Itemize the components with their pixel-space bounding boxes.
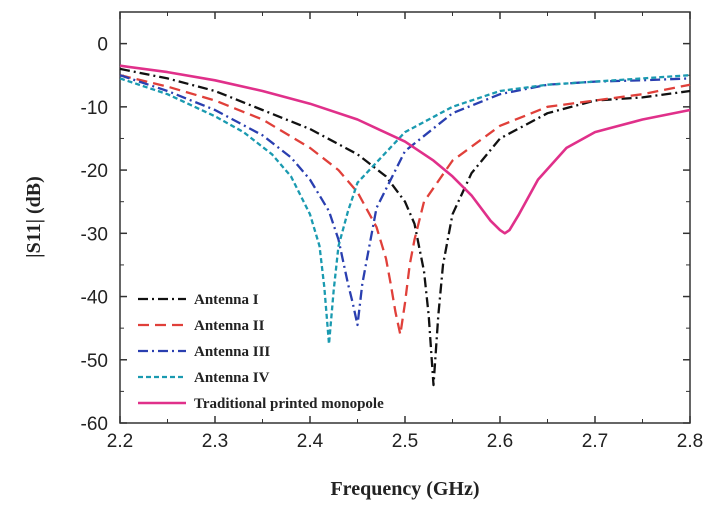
- tick-labels: 2.2 2.3 2.4 2.5 2.6 2.7 2.8 0 -10 -20 -30 -40 -50 -60: [81, 35, 704, 452]
- series-lines: [119, 64, 691, 387]
- legend-label: Antenna III: [194, 344, 270, 360]
- legend-label: Traditional printed monopole: [194, 396, 384, 412]
- x-tick-label: 2.4: [297, 431, 324, 452]
- y-tick-label: -40: [81, 288, 108, 309]
- x-tick-label: 2.8: [677, 431, 703, 452]
- legend-label: Antenna I: [194, 292, 259, 308]
- legend: Antenna I Antenna II Antenna III Antenna IV…: [138, 292, 384, 412]
- y-tick-label: -20: [81, 161, 108, 182]
- legend-label: Antenna II: [194, 318, 265, 334]
- series-line-4: [119, 74, 691, 346]
- y-tick-label: -50: [81, 351, 108, 372]
- y-tick-label: 0: [97, 35, 108, 56]
- x-tick-label: 2.6: [487, 431, 513, 452]
- x-tick-label: 2.3: [202, 431, 228, 452]
- series-line-1: [119, 67, 691, 387]
- x-tick-label: 2.5: [392, 431, 418, 452]
- x-tick-label: 2.2: [107, 431, 133, 452]
- series-line-2: [119, 74, 691, 336]
- axis-ticks: [119, 11, 691, 424]
- legend-label: Antenna IV: [194, 370, 270, 386]
- y-tick-label: -60: [81, 414, 108, 435]
- x-axis-title: Frequency (GHz): [330, 478, 479, 500]
- x-tick-label: 2.7: [582, 431, 608, 452]
- series-line-3: [119, 74, 691, 327]
- plot-frame: [119, 11, 691, 424]
- y-axis-title: |S11| (dB): [23, 176, 45, 258]
- y-tick-label: -10: [81, 98, 108, 119]
- series-line-5: [119, 64, 691, 235]
- y-tick-label: -30: [81, 224, 108, 245]
